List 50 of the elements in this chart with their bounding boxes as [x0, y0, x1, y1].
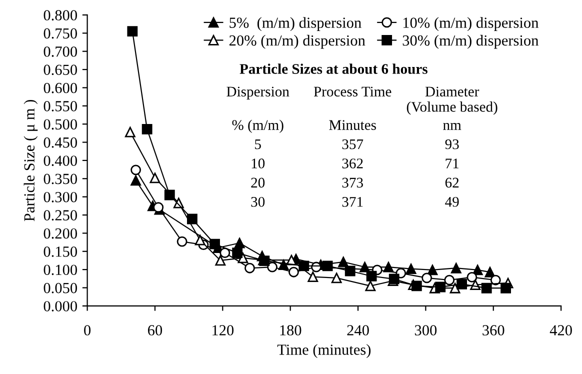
annotation: 71 [446, 158, 459, 168]
annotation: 49 [445, 196, 459, 207]
y-tick-label: 0.500 [44, 119, 77, 130]
y-tick-label: 0.300 [44, 192, 77, 202]
annotation: 30 [251, 196, 265, 207]
annotation: Minutes [329, 120, 376, 130]
y-tick-label: 0.200 [44, 228, 77, 239]
y-tick-label: 0.400 [44, 156, 77, 166]
x-axis-title: Time (minutes) [277, 344, 371, 358]
y-tick-label: 0.150 [44, 246, 77, 257]
y-tick-label: 0.700 [44, 46, 77, 57]
y-tick-label: 0.000 [44, 301, 77, 312]
legend-label: 5% (m/m) dispersion [230, 17, 362, 32]
annotation: 357 [342, 139, 364, 150]
annotation: nm [443, 122, 462, 130]
y-tick-label: 0.650 [44, 64, 77, 76]
x-tick-label: 60 [148, 325, 162, 336]
y-tick-label: 0.100 [44, 264, 77, 276]
x-tick-label: 300 [414, 325, 437, 336]
y-tick-label: 0.250 [44, 210, 77, 221]
annotation: 93 [445, 139, 459, 150]
y-tick-label: 0.750 [44, 28, 77, 39]
x-tick-label: 0 [84, 325, 91, 336]
legend-label: 30% (m/m) dispersion [402, 34, 539, 49]
annotation: 62 [445, 178, 459, 188]
annotation: 362 [342, 158, 363, 168]
y-tick-label: 0.800 [44, 10, 77, 20]
y-tick-label: 0.600 [44, 82, 77, 94]
x-tick-label: 180 [280, 325, 302, 336]
y-tick-label: 0.450 [44, 137, 77, 148]
y-tick-label: 0.550 [44, 101, 77, 112]
annotation: 5 [255, 139, 261, 150]
annotation: 371 [342, 196, 363, 207]
annotation: 10 [252, 158, 265, 168]
x-tick-label: 240 [347, 325, 369, 336]
annotation: 20 [251, 178, 265, 188]
y-tick-label: 0.050 [44, 282, 77, 294]
annotation: Dispersion [226, 86, 290, 100]
x-tick-label: 120 [212, 325, 234, 336]
annotation: Particle Sizes at about 6 hours [240, 64, 428, 74]
x-tick-label: 360 [482, 325, 504, 336]
annotation: Diameter (Volume based) [406, 86, 498, 115]
annotation: % (m/m) [232, 120, 284, 133]
annotation: 373 [342, 178, 363, 188]
annotation: Process Time [314, 86, 392, 97]
legend-label: 10% (m/m) dispersion [403, 17, 539, 32]
y-tick-label: 0.350 [44, 174, 77, 184]
legend-label: 20% (m/m) dispersion [229, 34, 366, 49]
y-axis-title: Particle Size ( μ m ) [24, 100, 38, 222]
x-tick-label: 420 [550, 325, 572, 336]
